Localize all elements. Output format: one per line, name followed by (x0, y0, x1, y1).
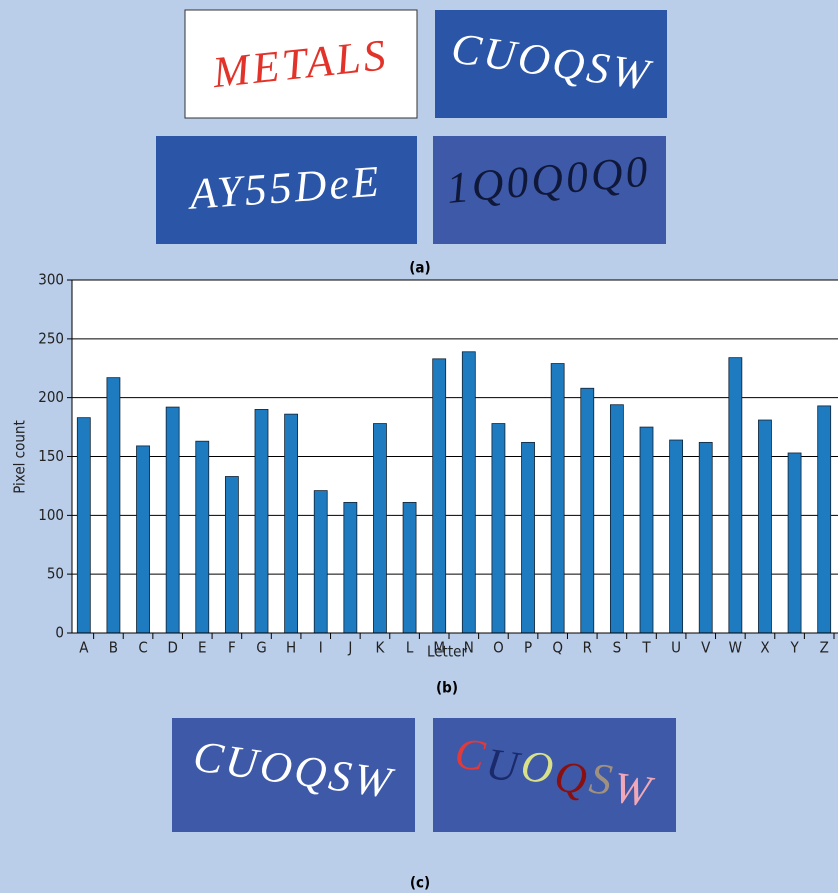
y-axis-label: Pixel count (11, 420, 29, 494)
x-tick-label: P (524, 639, 532, 657)
x-tick-label: Q (552, 639, 563, 657)
bar (492, 424, 505, 633)
bar (729, 358, 742, 633)
x-tick-label: J (347, 639, 352, 657)
x-tick-label: A (79, 639, 89, 657)
bar-chart: Letter Pixel count (b) 05010015020025030… (11, 271, 838, 697)
x-tick-label: H (286, 639, 296, 657)
caption: (a) (409, 259, 430, 277)
figure: METALS CUOQSW AY55DeE 1Q0Q0Q0 (a) CUOQSW… (0, 0, 838, 893)
x-tick-label: B (109, 639, 118, 657)
caption: (b) (436, 679, 458, 697)
bar (225, 477, 238, 633)
bar (137, 446, 150, 633)
bar (403, 502, 416, 633)
bar (77, 418, 90, 633)
x-tick-label: G (256, 639, 266, 657)
page: METALS CUOQSW AY55DeE 1Q0Q0Q0 (a) CUOQSW… (0, 0, 838, 893)
bar (670, 440, 683, 633)
x-tick-label: V (701, 639, 711, 657)
bar (344, 502, 357, 633)
bar (285, 414, 298, 633)
bar (196, 441, 209, 633)
bar (758, 420, 771, 633)
y-tick-label: 200 (38, 388, 64, 406)
y-tick-label: 0 (55, 624, 64, 642)
y-tick-label: 300 (38, 271, 64, 289)
x-tick-label: F (228, 639, 236, 657)
x-tick-label: Y (789, 639, 799, 657)
x-tick-label: Z (820, 639, 829, 657)
y-tick-label: 50 (47, 565, 64, 583)
bar (788, 453, 801, 633)
bar (699, 442, 712, 633)
x-tick-label: X (760, 639, 769, 657)
x-tick-label: M (433, 639, 445, 657)
captcha-letter: W (610, 763, 656, 817)
x-tick-label: N (464, 639, 474, 657)
x-tick-label: O (493, 639, 504, 657)
bar (166, 407, 179, 633)
bar (462, 352, 475, 633)
x-tick-label: L (406, 639, 414, 657)
x-tick-label: E (198, 639, 207, 657)
x-tick-label: K (376, 639, 386, 657)
bar (373, 424, 386, 633)
bar (255, 409, 268, 633)
x-tick-label: R (583, 639, 592, 657)
x-tick-label: T (641, 639, 651, 657)
y-tick-label: 100 (38, 506, 64, 524)
bar (314, 491, 327, 633)
x-tick-label: D (167, 639, 177, 657)
y-tick-label: 150 (38, 447, 64, 465)
x-tick-label: I (319, 639, 323, 657)
bar (107, 378, 120, 633)
x-tick-label: U (671, 639, 681, 657)
bar (433, 359, 446, 633)
y-tick-label: 250 (38, 329, 64, 347)
bar (818, 406, 831, 633)
bar (581, 388, 594, 633)
x-tick-label: W (729, 639, 742, 657)
x-tick-label: C (138, 639, 147, 657)
bar (610, 405, 623, 633)
bar (551, 364, 564, 633)
bar (522, 442, 535, 633)
caption: (c) (410, 874, 430, 892)
bar (640, 427, 653, 633)
x-tick-label: S (613, 639, 622, 657)
